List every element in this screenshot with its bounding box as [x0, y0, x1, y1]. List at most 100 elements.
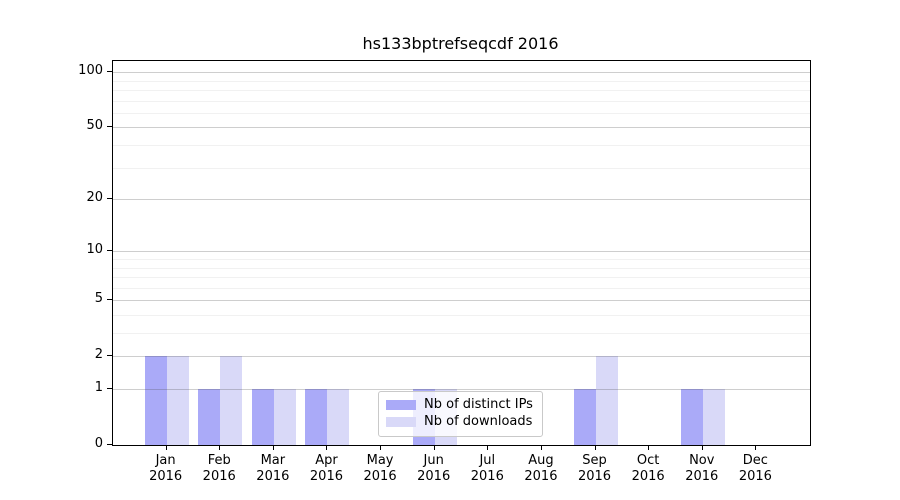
bar-distinct-ips-jan: [144, 356, 167, 445]
legend-item-downloads: Nb of downloads: [386, 414, 533, 430]
legend-swatch-distinct-ips: [386, 400, 416, 410]
bar-distinct-ips-mar: [251, 389, 274, 445]
major-gridline: [113, 199, 810, 201]
y-tick-label: 10: [86, 242, 103, 258]
x-tick-month: Jan: [155, 453, 176, 468]
y-tick-label: 20: [86, 190, 103, 206]
y-tick-label: 2: [94, 347, 103, 363]
x-tick-mark: [487, 445, 489, 450]
legend: Nb of distinct IPs Nb of downloads: [378, 391, 543, 437]
minor-gridline: [113, 314, 810, 316]
bar-downloads-sep: [595, 356, 618, 445]
x-tick-label-nov: Nov 2016: [672, 453, 732, 485]
minor-gridline: [113, 258, 810, 260]
x-tick-year: 2016: [309, 469, 343, 484]
x-tick-label-feb: Feb 2016: [189, 453, 249, 485]
minor-gridline: [113, 277, 810, 279]
bar-distinct-ips-sep: [573, 389, 596, 445]
x-tick-year: 2016: [256, 469, 290, 484]
y-tick-mark: [107, 444, 112, 445]
y-tick-label: 100: [78, 63, 103, 79]
x-tick-month: Mar: [260, 453, 286, 468]
x-tick-month: Feb: [207, 453, 231, 468]
y-tick-mark: [107, 299, 112, 301]
legend-label-distinct-ips: Nb of distinct IPs: [424, 397, 533, 412]
bar-downloads-mar: [273, 389, 296, 445]
minor-gridline: [113, 145, 810, 146]
x-tick-label-jul: Jul 2016: [457, 453, 517, 485]
legend-item-distinct-ips: Nb of distinct IPs: [386, 397, 533, 413]
y-tick-label: 0: [94, 436, 103, 451]
minor-gridline: [113, 287, 810, 289]
y-tick-mark: [107, 388, 112, 389]
minor-gridline: [113, 90, 810, 91]
bar-distinct-ips-feb: [198, 389, 221, 445]
x-tick-month: May: [366, 453, 394, 468]
x-tick-year: 2016: [417, 469, 451, 484]
x-tick-mark: [272, 445, 274, 450]
y-tick-mark: [107, 71, 112, 73]
x-tick-year: 2016: [685, 469, 719, 484]
x-tick-year: 2016: [202, 469, 236, 484]
x-tick-year: 2016: [363, 469, 397, 484]
x-tick-month: Jul: [479, 453, 496, 468]
chart-title: hs133bptrefseqcdf 2016: [362, 34, 559, 53]
x-tick-mark: [755, 445, 757, 450]
x-tick-year: 2016: [149, 469, 183, 484]
x-tick-label-aug: Aug 2016: [511, 453, 571, 485]
x-tick-label-may: May 2016: [350, 453, 410, 485]
x-tick-month: Apr: [315, 453, 338, 468]
minor-gridline: [113, 333, 810, 334]
x-tick-mark: [540, 445, 542, 450]
x-tick-month: Sep: [582, 453, 607, 468]
y-tick-mark: [107, 355, 112, 357]
minor-gridline: [113, 112, 810, 114]
bar-downloads-jan: [166, 356, 189, 445]
x-tick-mark: [380, 445, 382, 450]
x-tick-month: Dec: [742, 453, 768, 468]
x-tick-year: 2016: [577, 469, 612, 484]
legend-swatch-downloads: [386, 417, 416, 427]
y-tick-label: 50: [86, 118, 103, 134]
x-tick-label-mar: Mar 2016: [243, 453, 303, 485]
x-tick-mark: [648, 445, 650, 450]
major-gridline: [113, 356, 810, 358]
bar-distinct-ips-nov: [680, 389, 703, 445]
bar-downloads-feb: [220, 356, 243, 445]
bar-distinct-ips-apr: [305, 389, 328, 445]
x-tick-year: 2016: [738, 469, 772, 484]
x-tick-month: Jun: [423, 453, 444, 468]
x-tick-year: 2016: [470, 469, 504, 484]
y-tick-mark: [107, 250, 112, 252]
x-tick-mark: [594, 445, 596, 450]
x-tick-label-oct: Oct 2016: [618, 453, 678, 485]
minor-gridline: [113, 80, 810, 82]
major-gridline: [113, 127, 810, 129]
minor-gridline: [113, 267, 810, 269]
major-gridline: [113, 72, 810, 74]
major-gridline: [113, 389, 810, 390]
y-tick-label: 1: [94, 380, 103, 395]
minor-gridline: [113, 167, 810, 169]
x-tick-label-jan: Jan 2016: [136, 453, 196, 485]
x-tick-mark: [701, 445, 703, 450]
x-tick-year: 2016: [524, 469, 558, 484]
x-tick-mark: [219, 445, 221, 450]
x-tick-month: Aug: [528, 453, 554, 468]
x-tick-mark: [165, 445, 167, 450]
legend-label-downloads: Nb of downloads: [424, 414, 533, 429]
x-tick-year: 2016: [631, 469, 665, 484]
x-tick-mark: [326, 445, 328, 450]
x-tick-label-jun: Jun 2016: [404, 453, 464, 485]
y-tick-mark: [107, 126, 112, 128]
x-tick-label-dec: Dec 2016: [725, 453, 785, 485]
major-gridline: [113, 251, 810, 253]
major-gridline: [113, 300, 810, 302]
minor-gridline: [113, 100, 810, 102]
y-tick-mark: [107, 198, 112, 200]
x-tick-label-sep: Sep 2016: [565, 453, 625, 485]
y-tick-label: 5: [94, 291, 103, 307]
bar-downloads-apr: [327, 389, 350, 445]
bar-downloads-nov: [702, 389, 725, 445]
